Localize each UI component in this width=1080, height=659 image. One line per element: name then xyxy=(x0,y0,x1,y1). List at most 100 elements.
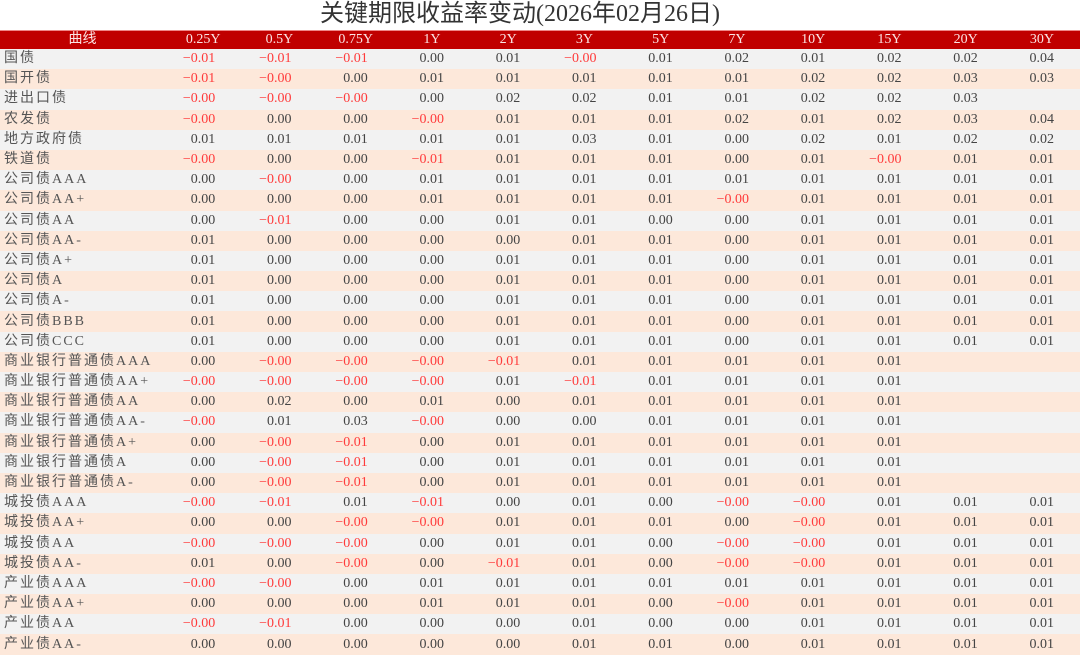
value-cell xyxy=(1004,89,1080,109)
value-cell: 0.01 xyxy=(800,333,826,349)
value-cell: 0.01 xyxy=(953,616,978,632)
value-cell: 0.01 xyxy=(800,172,826,188)
value-cell: 0.00 xyxy=(267,636,292,652)
value-cell: 0.01 xyxy=(724,71,750,87)
value-cell: 0.00 xyxy=(190,454,216,470)
value-cell: 0.01 xyxy=(1029,212,1055,228)
value-cell: 0.01 xyxy=(419,192,445,208)
value-cell: 0.01 xyxy=(877,353,902,369)
value-cell: 0.00 xyxy=(267,273,292,289)
value-cell: 0.01 xyxy=(495,252,521,268)
value-cell: −0.00 xyxy=(335,515,368,531)
value-cell: 0.01 xyxy=(800,394,826,410)
value-cell: 0.01 xyxy=(877,293,902,309)
column-header-tenor: 7Y xyxy=(728,32,746,47)
value-cell: 0.00 xyxy=(724,616,750,632)
value-cell: 0.01 xyxy=(572,252,597,268)
table-row: 铁道债 −0.00 0.00 0.00 −0.01 0.01 0.01 0.01 0.00 0.0… xyxy=(0,149,1080,171)
value-cell: 0.01 xyxy=(877,232,902,248)
value-cell: 0.01 xyxy=(1029,192,1055,208)
value-cell: −0.01 xyxy=(335,434,368,450)
value-cell: 0.01 xyxy=(1029,596,1055,612)
value-cell: 0.01 xyxy=(648,475,673,491)
value-cell: 0.00 xyxy=(343,273,368,289)
value-cell: 0.00 xyxy=(724,293,750,309)
value-cell: 0.00 xyxy=(724,232,750,248)
value-cell: 0.00 xyxy=(419,555,445,571)
value-cell: 0.01 xyxy=(648,273,673,289)
value-cell: 0.00 xyxy=(419,212,445,228)
value-cell: 0.01 xyxy=(953,495,978,511)
value-cell: −0.00 xyxy=(182,91,216,107)
row-label: 商业银行普通债A+ xyxy=(4,434,139,450)
row-label: 产业债AA+ xyxy=(4,596,87,612)
value-cell: 0.01 xyxy=(572,71,597,87)
value-cell: −0.00 xyxy=(182,111,216,127)
table-row: 商业银行普通债AAA 0.00 −0.00 −0.00 −0.00 −0.01 0.01 0.… xyxy=(0,351,1080,372)
row-label: 公司债BBB xyxy=(4,313,87,329)
value-cell: 0.01 xyxy=(495,152,521,168)
value-cell: 0.01 xyxy=(1029,232,1055,248)
value-cell: 0.01 xyxy=(572,434,597,450)
value-cell: 0.01 xyxy=(800,454,826,470)
row-label: 城投债AA+ xyxy=(4,515,87,531)
value-cell: 0.01 xyxy=(877,212,902,228)
table-row: 国开债 −0.01 −0.00 0.00 0.01 0.01 0.01 0.01 0.01 0.0… xyxy=(0,69,1080,90)
table-row: 产业债AA- 0.00 0.00 0.00 0.00 0.00 0.01 0.01 0.00 0.… xyxy=(0,634,1080,655)
value-cell: 0.00 xyxy=(267,333,292,349)
value-cell: 0.01 xyxy=(495,273,521,289)
row-label: 商业银行普通债AA- xyxy=(4,414,147,430)
value-cell: −0.01 xyxy=(182,51,216,67)
value-cell: −0.01 xyxy=(335,454,368,470)
value-cell: 0.00 xyxy=(419,313,445,329)
value-cell: 0.01 xyxy=(648,51,673,67)
row-label: 公司债CCC xyxy=(4,333,87,349)
value-cell: 0.01 xyxy=(419,394,445,410)
value-cell: 0.00 xyxy=(267,152,292,168)
value-cell: 0.00 xyxy=(495,232,521,248)
value-cell: 0.01 xyxy=(953,575,978,591)
column-header-tenor: 0.25Y xyxy=(185,32,221,47)
value-cell: 0.01 xyxy=(267,131,292,147)
value-cell: 0.00 xyxy=(267,232,292,248)
value-cell: 0.01 xyxy=(877,374,902,390)
value-cell: −0.01 xyxy=(487,555,521,571)
value-cell: 0.01 xyxy=(648,374,673,390)
table-row: 商业银行普通债A- 0.00 −0.00 −0.01 0.00 0.01 0.01 0.01 0… xyxy=(0,472,1080,494)
value-cell: 0.01 xyxy=(572,111,597,127)
value-cell: −0.00 xyxy=(182,495,216,511)
value-cell: −0.00 xyxy=(335,91,368,107)
value-cell: −0.01 xyxy=(259,616,292,632)
value-cell: 0.02 xyxy=(724,111,750,127)
value-cell: 0.00 xyxy=(343,111,368,127)
value-cell: −0.00 xyxy=(411,374,444,390)
value-cell: 0.00 xyxy=(724,131,750,147)
table-row: 商业银行普通债AA+ −0.00 −0.00 −0.00 −0.00 0.01 −0.01 0… xyxy=(0,372,1080,393)
value-cell: 0.00 xyxy=(724,273,750,289)
value-cell: 0.00 xyxy=(419,616,445,632)
value-cell: 0.01 xyxy=(190,273,216,289)
row-label: 城投债AA xyxy=(4,535,77,551)
table-row: 进出口债 −0.00 −0.00 −0.00 0.00 0.02 0.02 0.01 0.01 0… xyxy=(0,89,1080,110)
value-cell: 0.01 xyxy=(1029,152,1055,168)
value-cell: 0.00 xyxy=(724,313,750,329)
column-header-tenor: 0.5Y xyxy=(265,32,294,47)
value-cell: 0.01 xyxy=(800,293,826,309)
value-cell: 0.02 xyxy=(800,71,826,87)
value-cell: 0.01 xyxy=(953,212,978,228)
value-cell xyxy=(928,473,1004,493)
value-cell: −0.00 xyxy=(259,575,292,591)
table-row: 商业银行普通债AA- −0.00 0.01 0.03 −0.00 0.00 0.00 0.01… xyxy=(0,412,1080,433)
value-cell: −0.00 xyxy=(792,515,826,531)
value-cell: 0.00 xyxy=(267,555,292,571)
value-cell: 0.00 xyxy=(724,515,750,531)
value-cell: 0.00 xyxy=(267,515,292,531)
header-row: 曲线 0.25Y 0.5Y 0.75Y 1Y 2Y 3Y 5Y 7Y 10Y 15Y 20Y 30Y xyxy=(0,30,1080,49)
value-cell: 0.00 xyxy=(343,293,368,309)
value-cell: 0.01 xyxy=(572,495,597,511)
value-cell: −0.00 xyxy=(716,596,749,612)
table-row: 公司债AA 0.00 −0.01 0.00 0.00 0.01 0.01 0.00 0.00 0.… xyxy=(0,210,1080,231)
value-cell: 0.01 xyxy=(953,293,978,309)
column-header-tenor: 0.75Y xyxy=(338,32,373,47)
value-cell: 0.01 xyxy=(724,91,750,107)
